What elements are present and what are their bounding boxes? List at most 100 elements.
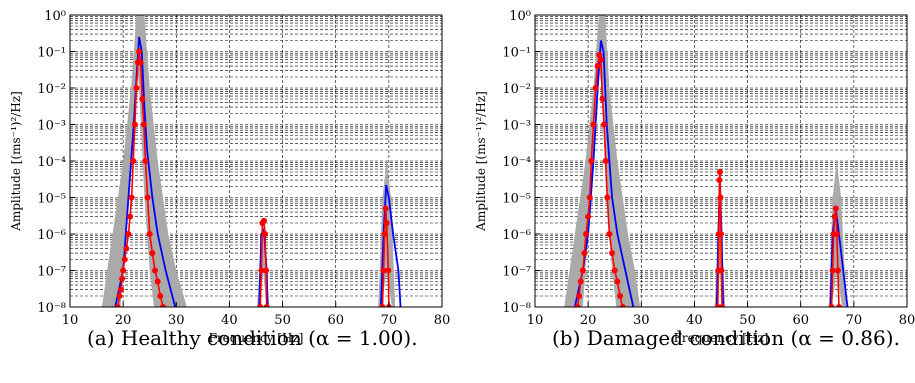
data-point [606,231,613,237]
data-point [594,63,601,70]
data-point [581,250,588,257]
data-point [263,304,270,307]
data-point [576,293,583,300]
data-point [380,267,387,274]
data-point [118,286,125,293]
y-tick-label: 10⁻⁵ [502,192,531,207]
data-point [599,95,606,102]
data-point [835,304,842,307]
x-tick-label: 80 [434,313,451,328]
y-tick-label: 10⁻⁷ [37,265,66,280]
data-point [586,194,593,201]
caption-b: (b) Damaged condition (α = 0.86). [552,326,900,350]
model-line-2 [829,208,849,307]
data-point [833,231,840,237]
x-tick-label: 70 [846,313,863,328]
data-point [588,158,595,164]
y-tick-label: 10⁻⁴ [37,155,66,170]
data-point [828,304,835,307]
x-tick-label: 30 [168,313,185,328]
grid [70,15,442,307]
x-tick-label: 30 [633,313,650,328]
y-tick-label: 10⁻² [502,82,531,97]
data-point [139,95,146,102]
y-tick-label: 10⁻⁷ [502,265,531,280]
data-point [832,205,839,212]
x-tick-label: 60 [327,313,344,328]
data-point [574,304,581,307]
x-tick-label: 20 [580,313,597,328]
chart-panel-1: 10 20 30 40 50 60 70 80 10⁻⁸ 10⁻⁷ 10⁻⁶ 10⁻⁵ 10⁻⁴ 10⁻³… [474,9,915,345]
data-point [604,194,611,201]
x-tick-label: 20 [115,313,132,328]
y-tick-label: 10⁻² [37,82,66,97]
data-point [136,48,143,55]
y-tick-label: 10⁻⁶ [502,228,531,243]
x-tick-label: 80 [899,313,915,328]
data-point [260,217,267,224]
y-tick-label: 10⁻⁴ [502,155,531,170]
data-point [382,205,389,212]
data-point [258,267,265,274]
data-point [160,304,166,307]
data-point [718,267,725,274]
data-point [130,158,137,164]
data-point [579,267,586,274]
data-point [144,194,151,201]
data-point [601,121,608,128]
y-tick-label: 10⁻⁸ [37,301,66,316]
data-point [614,278,621,285]
data-point [142,158,149,164]
data-point [385,267,392,274]
y-tick-label: 10⁻¹ [502,46,531,61]
data-point [128,194,135,201]
y-tick-label: 10⁻⁶ [37,228,66,243]
data-point [597,56,604,63]
data-point [716,177,723,184]
x-tick-label: 50 [274,313,291,328]
data-point [617,293,624,300]
x-tick-label: 60 [792,313,809,328]
data-point [149,250,156,257]
data-line-2 [830,208,840,307]
data-point [123,245,130,252]
data-point [263,267,270,274]
x-tick-label: 50 [739,313,756,328]
x-tick-label: 40 [686,313,703,328]
data-point [131,121,138,128]
data-point [716,168,723,175]
data-point [717,194,724,201]
data-point [718,231,724,237]
x-tick-label: 40 [221,313,238,328]
data-point [119,275,126,282]
data-point [609,250,616,257]
data-point [592,85,599,91]
data-point [590,121,597,128]
data-point [383,220,390,227]
data-point [133,85,140,91]
data-point [121,256,128,263]
y-tick-label: 10⁻⁵ [37,192,66,207]
x-tick-label: 10 [527,313,544,328]
data-point [157,293,164,300]
y-tick-label: 10⁻³ [502,119,531,134]
x-tick-label: 10 [62,313,79,328]
data-point [583,231,590,237]
data-point [834,267,841,274]
data-point [381,231,388,237]
x-axis-label: Frequency [Hz] [674,331,769,345]
y-axis-label: Amplitude [(ms⁻¹)²/Hz] [474,91,488,232]
data-point [619,304,626,307]
data-point [602,158,609,164]
data-point [577,278,584,285]
data-point [146,231,153,237]
data-point [719,304,726,307]
caption-a: (a) Healthy condition (α = 1.00). [87,326,418,350]
data-point [120,267,127,274]
data-point [114,304,121,307]
x-axis-label: Frequency [Hz] [209,331,304,345]
model-line-0 [573,40,635,307]
data-point [831,213,838,220]
y-axis-label: Amplitude [(ms⁻¹)²/Hz] [9,91,23,232]
